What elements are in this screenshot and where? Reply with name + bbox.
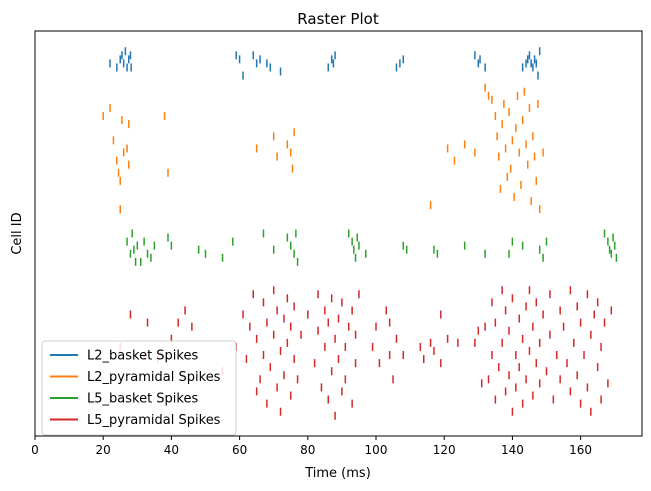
series-2-spikes	[126, 229, 618, 266]
series-1-spikes	[102, 83, 544, 214]
chart-title: Raster Plot	[297, 10, 379, 28]
legend-entry-label: L2_pyramidal Spikes	[87, 370, 221, 385]
x-tick-label: 0	[31, 443, 39, 457]
x-tick-label: 120	[433, 443, 456, 457]
x-tick-label: 60	[232, 443, 247, 457]
plot-area-frame	[34, 30, 643, 437]
x-tick-label: 20	[96, 443, 111, 457]
series-0-spikes	[109, 47, 541, 80]
legend: L2_basket Spikes L2_pyramidal Spikes L5_ba…	[41, 340, 237, 436]
x-tick-label: 40	[164, 443, 179, 457]
spike-marks	[102, 47, 618, 420]
x-axis-label: Time (ms)	[304, 466, 371, 481]
x-tick-label: 80	[300, 443, 315, 457]
x-axis-ticks: 0 20 40 60 80 100 120 140 160	[31, 436, 592, 457]
y-axis-label: Cell ID	[10, 212, 25, 254]
x-tick-label: 100	[365, 443, 388, 457]
legend-box	[41, 340, 237, 436]
legend-entry-label: L2_basket Spikes	[87, 349, 198, 364]
legend-entry-label: L5_pyramidal Spikes	[87, 413, 221, 428]
x-tick-label: 140	[501, 443, 524, 457]
legend-entry-label: L5_basket Spikes	[87, 392, 198, 407]
x-tick-label: 160	[569, 443, 592, 457]
series-3-spikes	[119, 286, 613, 420]
